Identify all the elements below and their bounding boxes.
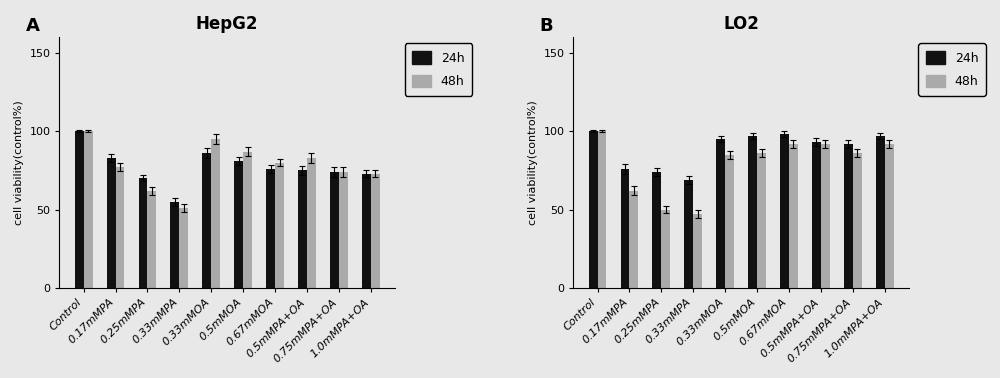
Bar — [652, 172, 661, 288]
Bar — [821, 144, 830, 288]
Bar — [298, 170, 307, 288]
Y-axis label: cell viability(control%): cell viability(control%) — [528, 100, 538, 225]
Bar — [243, 152, 252, 288]
Bar — [170, 202, 179, 288]
Bar — [75, 131, 84, 288]
Bar — [716, 139, 725, 288]
Bar — [307, 158, 316, 288]
Bar — [139, 178, 147, 288]
Bar — [757, 153, 766, 288]
Bar — [621, 169, 629, 288]
Bar — [107, 158, 116, 288]
Bar — [853, 153, 862, 288]
Bar — [211, 139, 220, 288]
Bar — [789, 144, 798, 288]
Text: A: A — [26, 17, 40, 35]
Title: HepG2: HepG2 — [196, 15, 258, 33]
Legend: 24h, 48h: 24h, 48h — [918, 43, 986, 96]
Bar — [371, 174, 380, 288]
Bar — [147, 191, 156, 288]
Bar — [589, 131, 598, 288]
Bar — [684, 180, 693, 288]
Bar — [629, 191, 638, 288]
Bar — [725, 155, 734, 288]
Bar — [844, 144, 853, 288]
Bar — [266, 169, 275, 288]
Y-axis label: cell viability(control%): cell viability(control%) — [14, 100, 24, 225]
Bar — [693, 214, 702, 288]
Bar — [885, 144, 894, 288]
Bar — [84, 131, 93, 288]
Bar — [876, 136, 885, 288]
Bar — [748, 136, 757, 288]
Bar — [780, 134, 789, 288]
Bar — [202, 153, 211, 288]
Title: LO2: LO2 — [723, 15, 759, 33]
Bar — [330, 172, 339, 288]
Bar — [275, 163, 284, 288]
Text: B: B — [540, 17, 553, 35]
Bar — [116, 167, 124, 288]
Bar — [179, 208, 188, 288]
Legend: 24h, 48h: 24h, 48h — [405, 43, 472, 96]
Bar — [339, 172, 348, 288]
Bar — [812, 142, 821, 288]
Bar — [234, 161, 243, 288]
Bar — [598, 131, 606, 288]
Bar — [362, 174, 371, 288]
Bar — [661, 209, 670, 288]
